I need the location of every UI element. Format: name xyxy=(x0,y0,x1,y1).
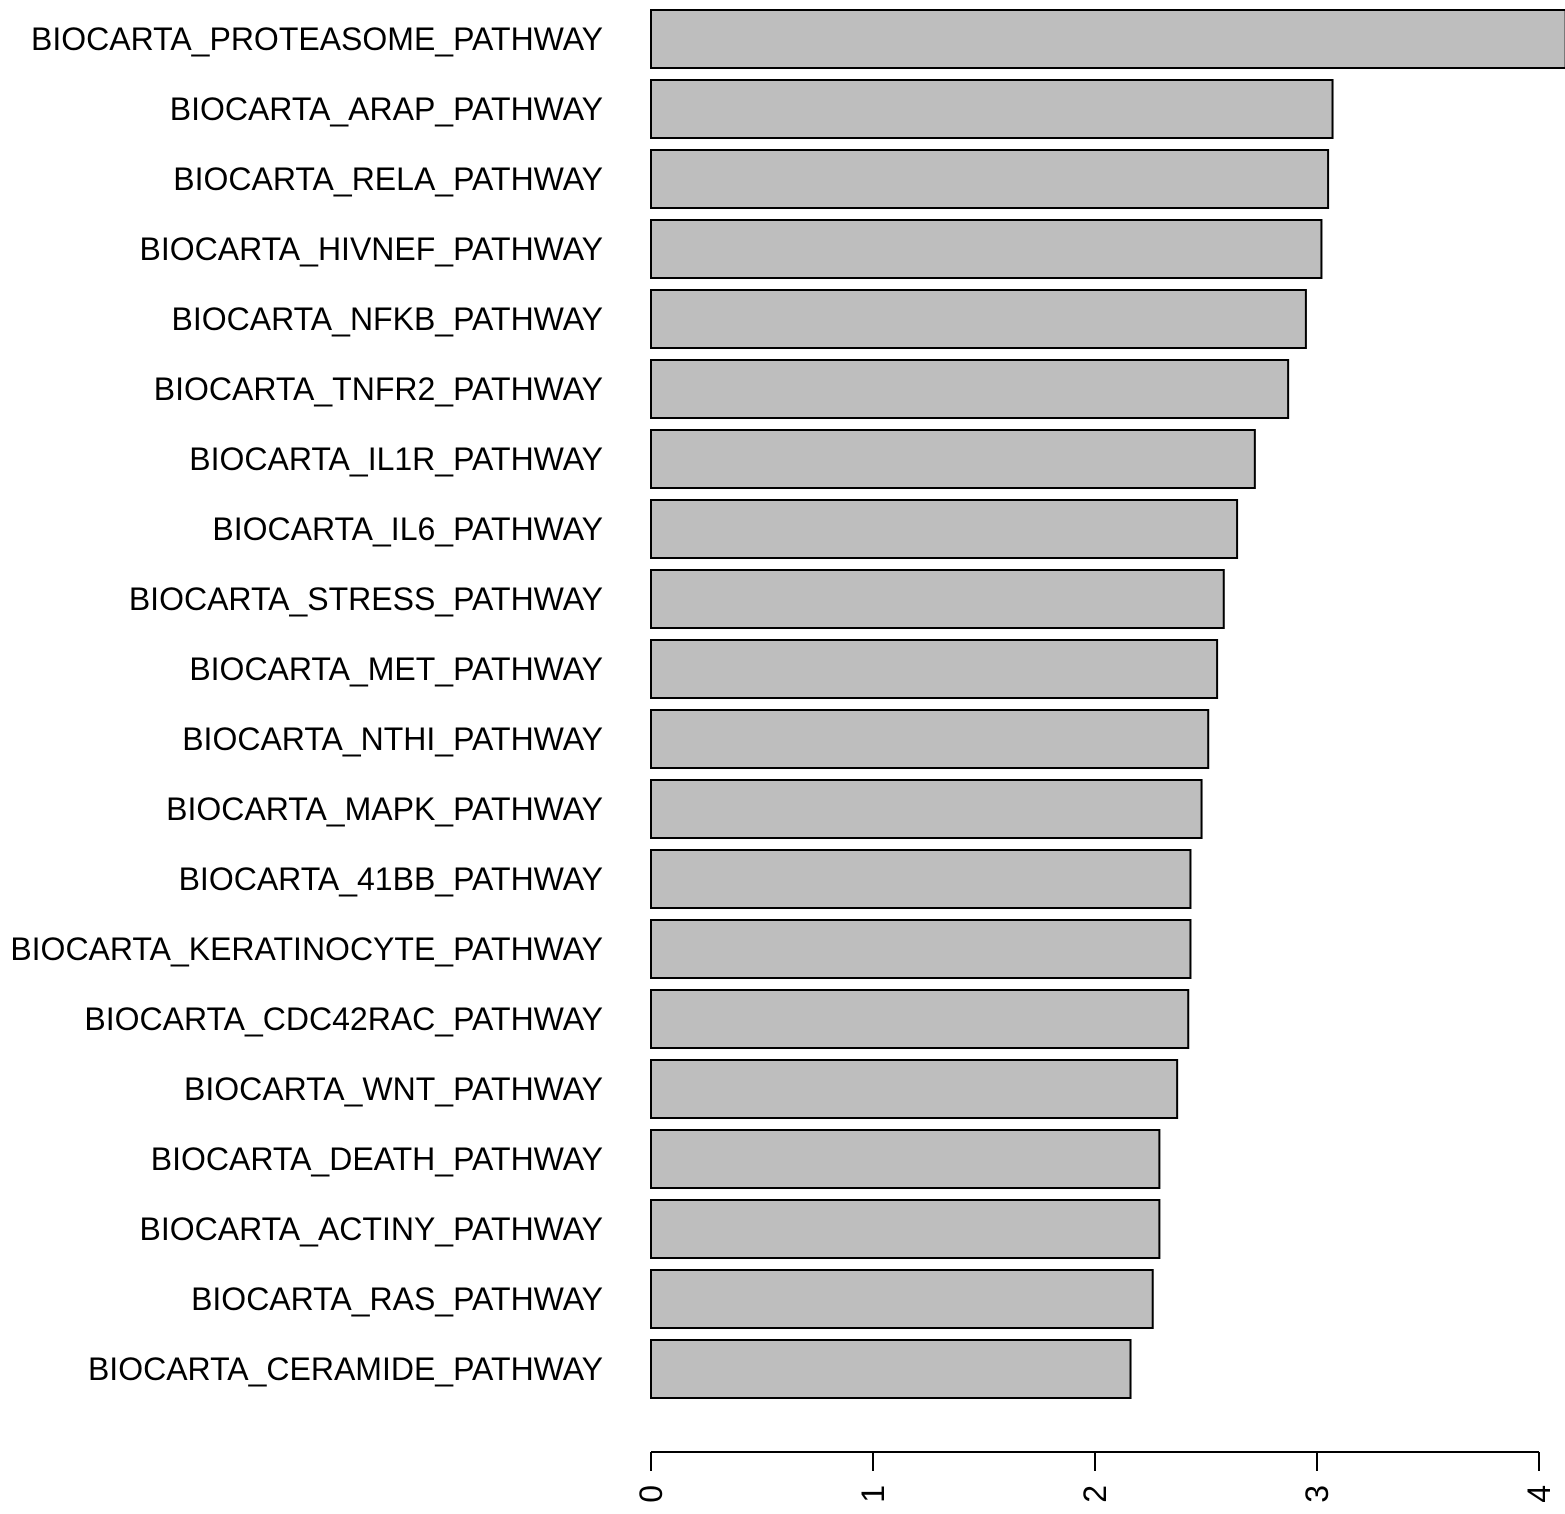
x-tick-label: 1 xyxy=(855,1485,891,1503)
category-label: BIOCARTA_RELA_PATHWAY xyxy=(173,161,603,197)
category-label: BIOCARTA_ACTINY_PATHWAY xyxy=(140,1211,603,1247)
bar-20 xyxy=(650,1339,1132,1399)
bar-15 xyxy=(650,989,1190,1049)
category-label: BIOCARTA_HIVNEF_PATHWAY xyxy=(140,231,603,267)
bar-10 xyxy=(650,639,1219,699)
bar-8 xyxy=(650,499,1239,559)
category-label: BIOCARTA_KERATINOCYTE_PATHWAY xyxy=(10,931,603,967)
bar-4 xyxy=(650,219,1323,279)
category-label: BIOCARTA_TNFR2_PATHWAY xyxy=(154,371,603,407)
bar-3 xyxy=(650,149,1330,209)
bars-group xyxy=(650,9,1565,1399)
bar-16 xyxy=(650,1059,1179,1119)
bar-11 xyxy=(650,709,1210,769)
bar-2 xyxy=(650,79,1334,139)
x-tick-label: 0 xyxy=(633,1485,669,1503)
category-label: BIOCARTA_IL6_PATHWAY xyxy=(212,511,603,547)
category-label: BIOCARTA_NTHI_PATHWAY xyxy=(182,721,603,757)
category-label: BIOCARTA_NFKB_PATHWAY xyxy=(172,301,603,337)
bar-17 xyxy=(650,1129,1161,1189)
category-label: BIOCARTA_MAPK_PATHWAY xyxy=(166,791,603,827)
bar-18 xyxy=(650,1199,1161,1259)
category-label: BIOCARTA_STRESS_PATHWAY xyxy=(129,581,603,617)
category-label: BIOCARTA_ARAP_PATHWAY xyxy=(170,91,603,127)
bar-13 xyxy=(650,849,1192,909)
bar-19 xyxy=(650,1269,1154,1329)
bar-12 xyxy=(650,779,1203,839)
bar-6 xyxy=(650,359,1290,419)
bar-7 xyxy=(650,429,1256,489)
category-label: BIOCARTA_PROTEASOME_PATHWAY xyxy=(31,21,603,57)
category-labels-group: BIOCARTA_PROTEASOME_PATHWAY BIOCARTA_ARAP… xyxy=(10,21,603,1387)
bar-9 xyxy=(650,569,1225,629)
x-tick-label: 3 xyxy=(1299,1485,1335,1503)
category-label: BIOCARTA_DEATH_PATHWAY xyxy=(151,1141,603,1177)
bar-5 xyxy=(650,289,1307,349)
x-tick-label: 4 xyxy=(1521,1485,1557,1503)
bar-1 xyxy=(650,9,1565,69)
category-label: BIOCARTA_MET_PATHWAY xyxy=(189,651,603,687)
bar-14 xyxy=(650,919,1192,979)
category-label: BIOCARTA_CERAMIDE_PATHWAY xyxy=(88,1351,603,1387)
category-label: BIOCARTA_WNT_PATHWAY xyxy=(184,1071,603,1107)
category-label: BIOCARTA_CDC42RAC_PATHWAY xyxy=(84,1001,603,1037)
x-axis: 0 1 2 3 4 xyxy=(633,1451,1557,1503)
category-label: BIOCARTA_IL1R_PATHWAY xyxy=(189,441,603,477)
category-label: BIOCARTA_RAS_PATHWAY xyxy=(191,1281,603,1317)
category-label: BIOCARTA_41BB_PATHWAY xyxy=(179,861,603,897)
x-tick-label: 2 xyxy=(1077,1485,1113,1503)
